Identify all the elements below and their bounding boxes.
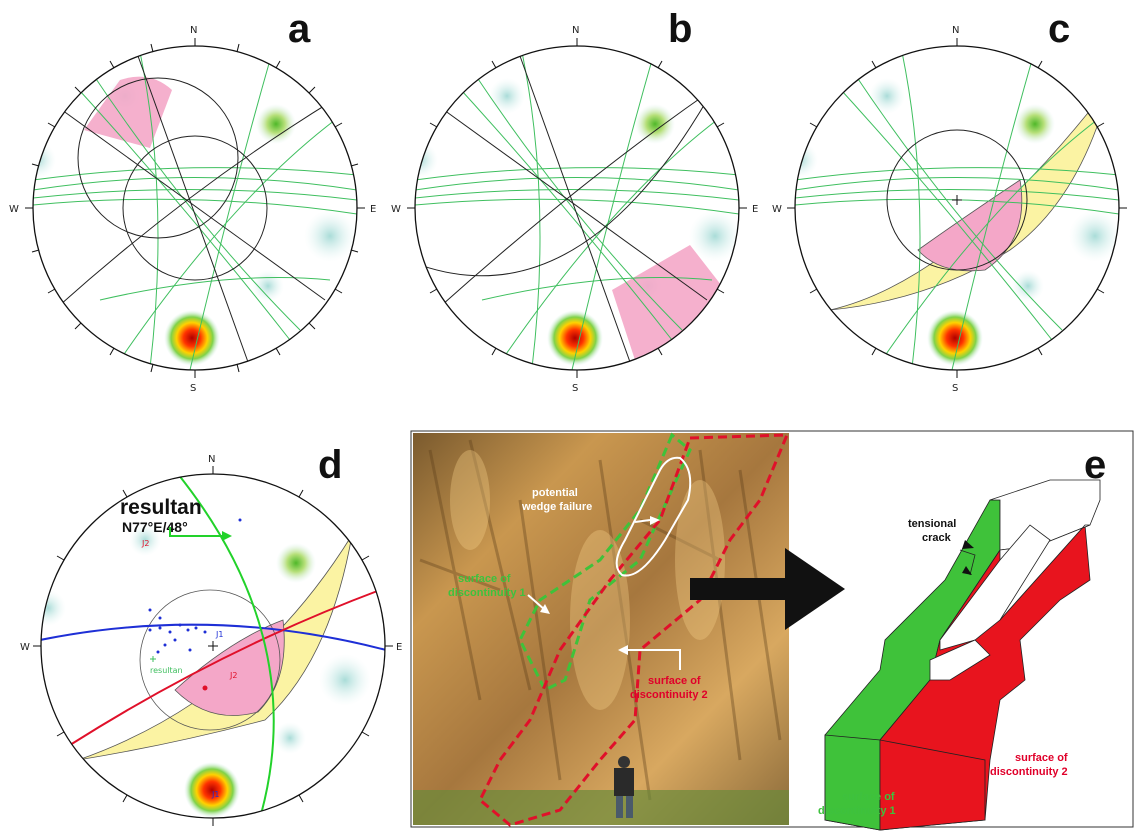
north-label: N xyxy=(952,25,959,36)
west-label: W xyxy=(20,642,30,653)
outcrop-photo: potential wedge failure surface of disco… xyxy=(413,433,789,825)
north-label: N xyxy=(190,25,197,36)
block-surface1-line1: surface of xyxy=(842,791,895,803)
east-label: E xyxy=(752,204,758,215)
panel-letter-d: d xyxy=(318,443,342,487)
block-surface2-line2: discontinuity 2 xyxy=(990,766,1068,778)
panel-letter-c: c xyxy=(1048,7,1070,51)
resultant-value: N77°E/48° xyxy=(122,519,188,535)
pole-cluster-warm xyxy=(256,104,296,144)
photo-surface1-line2: discontinuity 1 xyxy=(448,587,526,599)
j2-pole-label: J2 xyxy=(141,539,149,548)
pole-cluster-cool xyxy=(1012,270,1044,302)
resultant-small-label: resultan xyxy=(150,666,183,675)
south-label: S xyxy=(952,383,958,394)
tensional-crack-line2: crack xyxy=(922,532,952,544)
pole-cluster-cool xyxy=(402,142,438,178)
pole-cluster-cool xyxy=(304,210,356,262)
pole-cluster-cool xyxy=(319,654,371,706)
stereonet-c: N S W c xyxy=(772,7,1127,394)
photo-surface1-line1: surface of xyxy=(458,573,511,585)
west-label: W xyxy=(772,204,782,215)
pole-cluster-cool xyxy=(274,722,306,754)
pole-cluster-cool xyxy=(869,78,905,114)
pole-cluster-warm xyxy=(635,104,675,144)
pole-cluster-hot xyxy=(164,310,220,366)
panel-letter-b: b xyxy=(668,7,692,51)
j1-pole-label: J1 xyxy=(211,790,219,799)
resultant-title: resultan xyxy=(120,496,202,519)
north-label: N xyxy=(572,25,579,36)
north-label: N xyxy=(208,454,215,465)
panel-letter-a: a xyxy=(288,7,311,51)
west-label: W xyxy=(9,204,19,215)
pole-cluster-cool xyxy=(1069,210,1121,262)
block-surface2-line1: surface of xyxy=(1015,752,1068,764)
photo-surface2-line1: surface of xyxy=(648,675,701,687)
j1-label: J1 xyxy=(215,630,223,639)
pole-cluster-cool xyxy=(20,142,56,178)
south-label: S xyxy=(190,383,196,394)
south-label: S xyxy=(572,383,578,394)
east-label: E xyxy=(396,642,402,653)
stereonet-b: N S W E b xyxy=(391,7,758,394)
potential-wedge-label-line2: wedge failure xyxy=(521,501,592,513)
j2-label: J2 xyxy=(229,671,237,680)
tensional-crack-line1: tensional xyxy=(908,518,956,530)
west-label: W xyxy=(391,204,401,215)
pole-cluster-warm xyxy=(276,543,316,583)
pole-cluster-warm xyxy=(1015,104,1055,144)
pole-cluster-cool xyxy=(489,78,525,114)
block-surface1-line2: discontinuity 1 xyxy=(818,805,896,817)
photo-surface2-line2: discontinuity 2 xyxy=(630,689,708,701)
stereonet-d: N W E d resultan N77°E/48° resultan J1 J… xyxy=(20,443,402,826)
potential-wedge-label-line1: potential xyxy=(532,487,578,499)
east-label: E xyxy=(370,204,376,215)
stereonet-a: N S W E a xyxy=(9,7,376,394)
pole-cluster-cool xyxy=(782,142,818,178)
